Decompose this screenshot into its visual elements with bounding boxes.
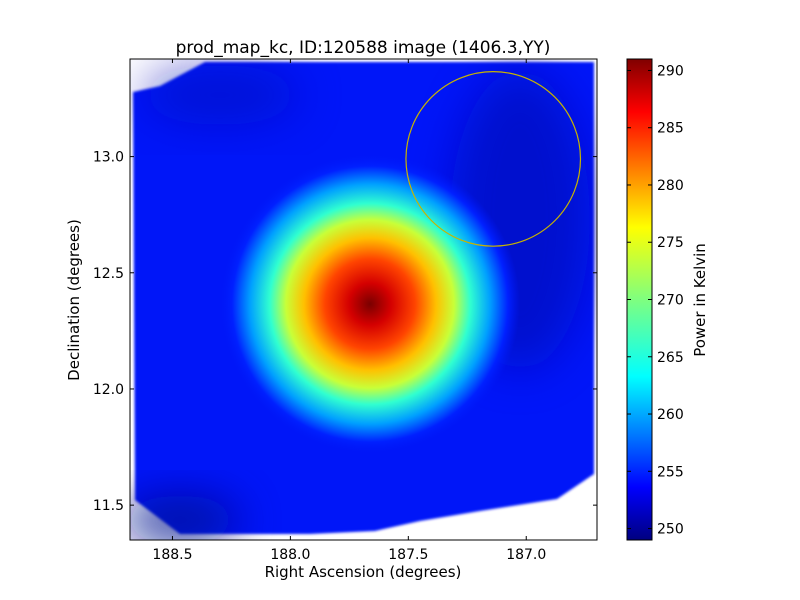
y-tick-label: 13.0	[93, 150, 124, 166]
upper-left-dark-region	[140, 65, 300, 125]
colorbar-tick-label: 285	[657, 121, 684, 137]
y-axis: 11.5 12.0 12.5 13.0	[93, 150, 597, 514]
colorbar-axis: 250 255 260 265 270 275 280 285 290	[627, 63, 684, 538]
plot-frame	[129, 58, 598, 541]
colorbar-tick-label: 265	[657, 350, 684, 366]
x-axis: 188.5 188.0 187.5 187.0	[152, 59, 546, 563]
colorbar-label: Power in Kelvin	[691, 243, 709, 357]
y-axis-label: Declination (degrees)	[65, 219, 83, 381]
y-tick-label: 12.5	[93, 266, 124, 282]
x-axis-label: Right Ascension (degrees)	[265, 563, 462, 581]
x-tick-label: 188.5	[152, 547, 192, 563]
plot-area	[130, 59, 597, 540]
colorbar-tick-label: 270	[657, 293, 684, 309]
colorbar-tick-label: 290	[657, 63, 684, 79]
y-tick-label: 11.5	[93, 498, 124, 514]
chart-title: prod_map_kc, ID:120588 image (1406.3,YY)	[176, 38, 551, 58]
y-tick-label: 12.0	[93, 382, 124, 398]
lower-left-dark-region	[130, 495, 240, 540]
colorbar	[626, 58, 653, 541]
x-tick-label: 188.0	[270, 547, 310, 563]
colorbar-tick-label: 275	[657, 235, 684, 251]
colorbar-tick-label: 260	[657, 407, 684, 423]
x-tick-label: 187.0	[506, 547, 546, 563]
x-tick-label: 187.5	[388, 547, 428, 563]
colorbar-tick-label: 250	[657, 522, 684, 538]
hotspot-emission	[200, 140, 540, 470]
colorbar-tick-label: 255	[657, 464, 684, 480]
annotation-circle	[405, 71, 582, 247]
colorbar-tick-label: 280	[657, 178, 684, 194]
